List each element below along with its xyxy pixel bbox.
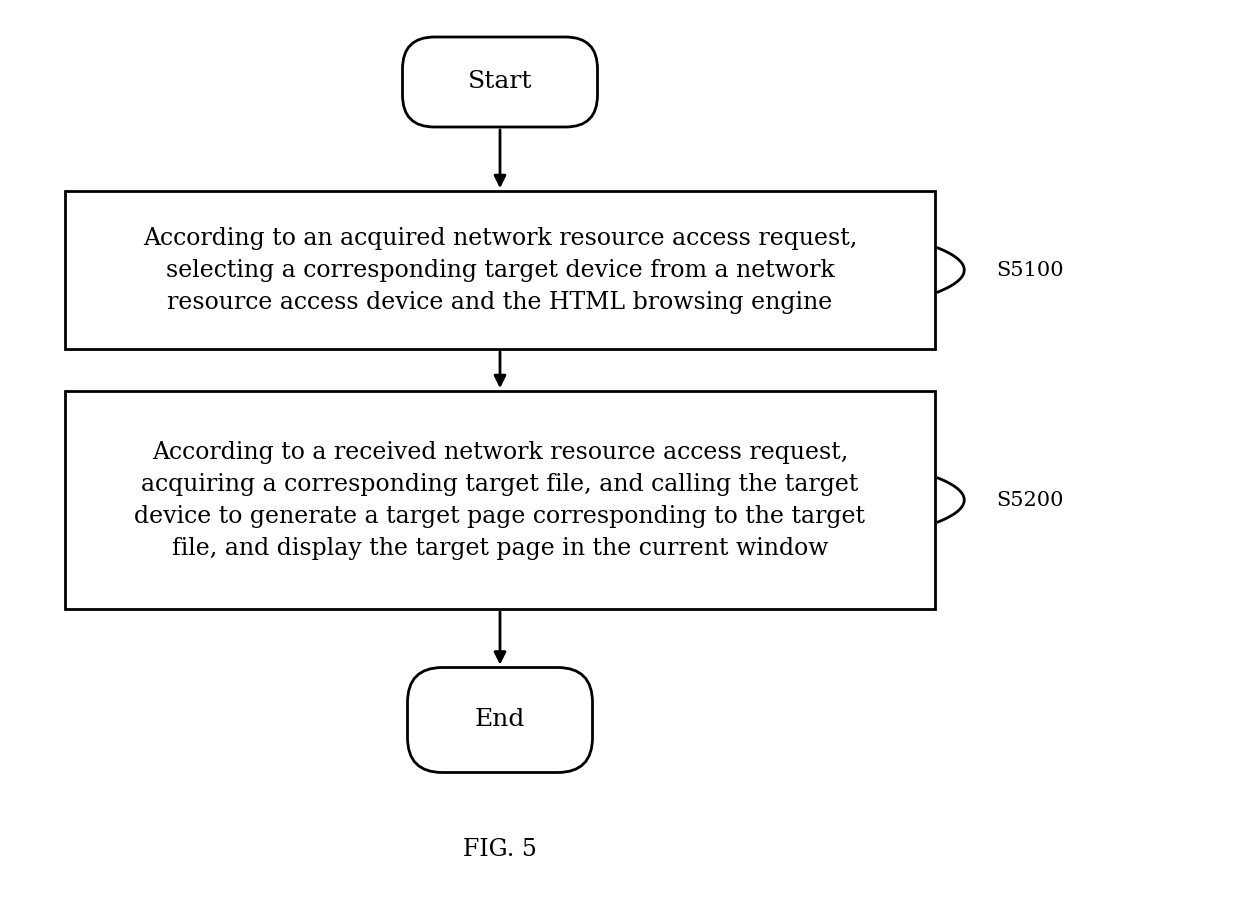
Text: S5200: S5200: [996, 490, 1064, 509]
Bar: [64, 191, 935, 349]
Bar: [64, 391, 935, 609]
Text: According to a received network resource access request,
acquiring a correspondi: According to a received network resource…: [134, 441, 866, 560]
Text: According to an acquired network resource access request,
selecting a correspond: According to an acquired network resourc…: [143, 226, 857, 314]
Text: End: End: [475, 708, 526, 732]
FancyBboxPatch shape: [403, 37, 598, 127]
Text: S5100: S5100: [996, 260, 1064, 279]
FancyBboxPatch shape: [408, 668, 593, 772]
Text: FIG. 5: FIG. 5: [463, 839, 537, 861]
Text: Start: Start: [467, 70, 532, 94]
